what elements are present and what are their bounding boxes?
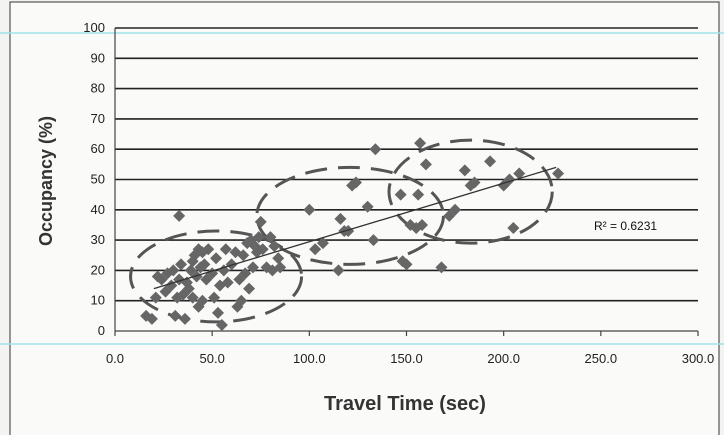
data-point — [235, 294, 248, 307]
y-axis-title: Occupancy (%) — [36, 116, 56, 246]
data-point — [210, 252, 223, 265]
x-axis-title: Travel Time (sec) — [324, 393, 486, 415]
data-point — [211, 306, 224, 319]
x-tick-label-200.0: 200.0 — [487, 351, 520, 366]
data-point — [182, 282, 195, 295]
data-point — [309, 243, 322, 256]
x-tick-labels: 0.0 50.0 100.0 150.0 200.0 250.0 300.0 — [106, 351, 714, 366]
data-point — [243, 282, 256, 295]
data-point — [208, 291, 221, 304]
r-squared-label: R² = 0.6231 — [594, 219, 657, 233]
data-point — [552, 167, 565, 180]
y-tick-label-100: 100 — [83, 20, 105, 35]
data-point — [468, 176, 481, 189]
data-point — [349, 176, 362, 189]
data-point — [254, 215, 267, 228]
gridlines — [115, 27, 698, 302]
data-point — [394, 188, 407, 201]
data-point — [412, 188, 425, 201]
trendline — [153, 166, 557, 290]
data-point — [252, 231, 265, 244]
data-point — [419, 158, 432, 171]
x-tick-label-300.0: 300.0 — [682, 351, 715, 366]
data-point — [458, 164, 471, 177]
data-point — [178, 312, 191, 325]
y-tick-label-30: 30 — [91, 232, 105, 247]
data-point — [316, 237, 329, 250]
y-tick-label-70: 70 — [91, 111, 105, 126]
x-tick-label-100.0: 100.0 — [293, 351, 326, 366]
data-point — [225, 258, 238, 271]
data-point — [274, 261, 287, 274]
y-tick-label-50: 50 — [91, 172, 105, 187]
data-points — [140, 137, 565, 331]
data-point — [342, 225, 355, 238]
data-point — [186, 291, 199, 304]
data-point — [221, 276, 234, 289]
data-point — [202, 243, 215, 256]
data-point — [196, 294, 209, 307]
cluster-ellipse-1 — [129, 229, 304, 324]
data-point — [334, 212, 347, 225]
axes — [114, 28, 699, 336]
data-point — [367, 234, 380, 247]
data-point — [361, 200, 374, 213]
data-point — [219, 243, 232, 256]
data-point — [414, 137, 427, 150]
data-point — [246, 261, 259, 274]
chart-frame — [9, 1, 720, 435]
data-point — [272, 252, 285, 265]
x-tick-label-0.0: 0.0 — [106, 351, 124, 366]
data-point — [513, 167, 526, 180]
data-point — [175, 258, 188, 271]
data-point — [484, 155, 497, 168]
y-tick-label-40: 40 — [91, 202, 105, 217]
data-point — [190, 270, 203, 283]
data-point — [237, 249, 250, 262]
data-point — [248, 240, 261, 253]
y-tick-label-20: 20 — [91, 262, 105, 277]
data-point — [435, 261, 448, 274]
data-point — [149, 291, 162, 304]
x-tick-label-250.0: 250.0 — [585, 351, 618, 366]
trendline-group — [153, 166, 557, 290]
cluster-ellipses — [129, 138, 554, 324]
data-point — [303, 203, 316, 216]
data-point — [264, 231, 277, 244]
data-point — [215, 318, 228, 331]
data-point — [145, 312, 158, 325]
y-tick-label-0: 0 — [98, 323, 105, 338]
y-tick-labels: 0 10 20 30 40 50 60 70 80 90 100 — [83, 20, 105, 338]
data-point — [369, 143, 382, 156]
data-point — [449, 203, 462, 216]
x-tick-label-50.0: 50.0 — [200, 351, 225, 366]
data-point — [416, 218, 429, 231]
y-tick-label-10: 10 — [91, 293, 105, 308]
data-point — [400, 258, 413, 271]
y-tick-label-90: 90 — [91, 50, 105, 65]
data-point — [239, 267, 252, 280]
data-point — [268, 240, 281, 253]
data-point — [198, 258, 211, 271]
data-point — [167, 264, 180, 277]
cluster-ellipse-3 — [387, 138, 554, 245]
data-point — [173, 209, 186, 222]
x-tick-label-150.0: 150.0 — [390, 351, 423, 366]
data-point — [332, 264, 345, 277]
y-tick-label-80: 80 — [91, 81, 105, 96]
data-point — [217, 264, 230, 277]
y-tick-label-60: 60 — [91, 141, 105, 156]
data-point — [507, 221, 520, 234]
data-point — [256, 243, 269, 256]
data-point — [169, 309, 182, 322]
